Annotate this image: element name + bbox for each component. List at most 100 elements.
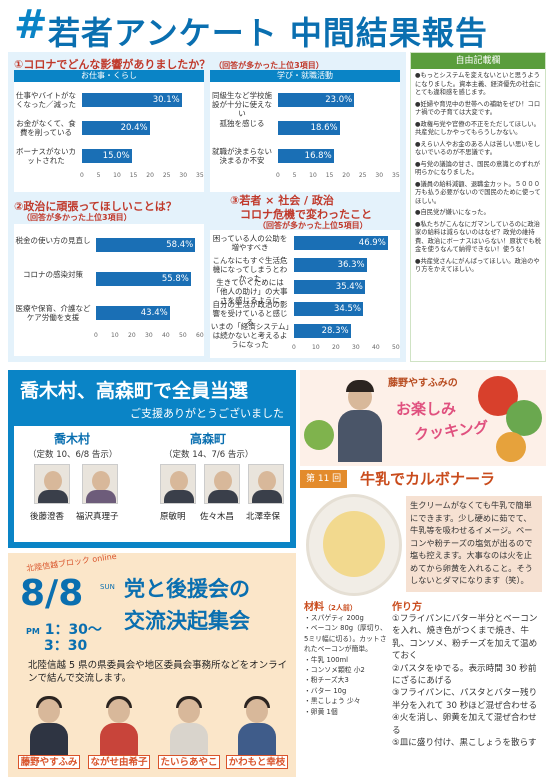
free-comment: ●与党の議論の甘さ、国民の意識とのずれが明らかになりました。	[415, 160, 541, 177]
bar-label: コロナの感染対策	[23, 270, 83, 279]
episode-title: 牛乳でカルボナーラ	[360, 470, 496, 488]
axis-tick-label: 25	[162, 172, 171, 179]
person-name: 後藤澄香	[30, 512, 65, 522]
q3-title: ③若者 × 社会 / 政治	[230, 194, 334, 207]
candidate: 藤野やすふみ	[18, 693, 80, 773]
axis-tick-label: 15	[325, 172, 334, 179]
q2-title: ②政治に頑張ってほしいことは？	[14, 200, 177, 213]
bar-label: 自分の生活が政治の影響を受けていると感じる	[212, 300, 288, 327]
person-name: 福沢真理子	[76, 512, 119, 522]
chart-row: 自分の生活が政治の影響を受けていると感じる 34.5%	[210, 298, 400, 327]
election-panel: 喬木村、高森町で全員当選 ご支援ありがとうございました 喬木村 （定数 10、6…	[8, 370, 296, 548]
axis-tick-label: 10	[309, 172, 317, 179]
bar: 34.5%	[294, 302, 363, 316]
candidate-name: 藤野やすふみ	[18, 755, 80, 769]
vegetable-illustration	[506, 400, 542, 436]
chart-row: いまの「経済システム」は続かないと考えるようになった 28.3%	[210, 320, 400, 349]
rally-panel: 北陸信越ブロック online 8/8 SUN PM 1：30～ 3：30 党と…	[8, 552, 296, 777]
election-title: 喬木村、高森町で全員当選	[20, 380, 249, 402]
avatar	[204, 464, 240, 504]
free-comment: ●政権与党や官僚の不正をただしてほしい。共産党にしかやってもらうしかない。	[415, 120, 540, 137]
axis-tick-label: 50	[392, 344, 400, 351]
axis-tick-label: 30	[179, 172, 188, 179]
axis-tick-label: 25	[358, 172, 367, 179]
bar-label: こんなにもすぐ生活危機になってしまうとわかった	[212, 256, 288, 283]
free-comment: ●もっとシステムを変えないといと思うようになりました。資本主義、経済優先の社会に…	[415, 72, 541, 96]
axis-tick-label: 40	[372, 344, 380, 351]
q2-sub: （回答が多かった上位3項目）	[22, 213, 132, 222]
cooking-series-title2: クッキング	[413, 418, 490, 444]
episode-header: 第 11 回 牛乳でカルボナーラ	[300, 470, 546, 488]
person-name: 北澤幸保	[246, 512, 281, 522]
vegetable-illustration	[496, 432, 526, 462]
hash-mark: #	[14, 2, 48, 48]
axis-tick-label: 0	[80, 172, 84, 179]
cooking-column: 藤野やすふみの お楽しみ クッキング 第 11 回 牛乳でカルボナーラ 生クリー…	[300, 370, 546, 777]
q1-left-chart: お仕事・くらし 仕事やバイトがなくなった／減った 30.1% お金がなくて、食費を削…	[14, 70, 204, 192]
chart-row: 医療や保育、介護などケア労働を支援 43.4%	[14, 296, 204, 330]
ingredient-item: ・黒こしょう 少々	[304, 697, 361, 706]
axis-tick-label: 0	[276, 172, 280, 179]
bar-label: 医療や保育、介護などケア労働を支援	[15, 304, 91, 322]
free-comment: ●妊婦や育児中の世帯への補助をぜひ！コロナ禍での子育ては大変です。	[415, 100, 541, 117]
bar-label: 生きていくためには「他人の助け」の大事さを感じるように	[212, 278, 288, 305]
axis-tick-label: 20	[128, 332, 136, 339]
bar: 55.8%	[96, 272, 191, 286]
dish-photo	[306, 494, 402, 596]
axis-tick-label: 10	[111, 332, 119, 339]
episode-label: 第 11 回	[300, 470, 348, 488]
rally-day: SUN	[100, 583, 115, 591]
chart-row: 孤独を感じる 18.6%	[210, 114, 400, 142]
bar: 20.4%	[82, 121, 150, 135]
step-item: ⑤皿に盛り付け、黒こしょうを散らす	[392, 738, 537, 749]
avatar	[160, 464, 196, 504]
vegetable-illustration	[304, 420, 334, 450]
cooking-series-title: お楽しみ	[396, 400, 457, 418]
ingredients-head: 材料（2人前）	[304, 602, 357, 613]
avatar	[34, 464, 70, 504]
survey-panel: ①コロナでどんな影響がありましたか？ （回答が多かった上位3項目） お仕事・くら…	[8, 52, 406, 362]
village-info: （定数 10、6/8 告示）	[28, 450, 118, 460]
page-header: # 若者アンケート 中間結果報告	[0, 0, 550, 52]
bar-label: 仕事やバイトがなくなった／減った	[16, 91, 76, 109]
bar-label: お金がなくて、食費を削っている	[16, 119, 76, 137]
axis-tick-label: 0	[292, 344, 296, 351]
chart-row: お金がなくて、食費を削っている 20.4%	[14, 114, 204, 142]
chef-photo	[334, 378, 386, 462]
chart-row: 税金の使い方の見直し 58.4%	[14, 228, 204, 262]
bar: 43.4%	[96, 306, 170, 320]
bar: 15.0%	[82, 149, 132, 163]
axis-tick-label: 5	[96, 172, 101, 179]
axis-tick-label: 50	[179, 332, 187, 339]
axis-tick-label: 0	[94, 332, 98, 339]
axis-tick-label: 20	[342, 172, 350, 179]
axis-tick-label: 60	[196, 332, 204, 339]
bar: 35.4%	[294, 280, 365, 294]
chart-row: 同級生など学校施設が十分に使えない 23.0%	[210, 86, 400, 118]
bar-label: ボーナスがないカットされた	[16, 147, 76, 165]
candidate-photo	[236, 693, 278, 755]
q1-right-head: 学び・就職活動	[210, 70, 400, 82]
steps-head: 作り方	[392, 602, 422, 613]
step-item: ④火を消し、卵黄を加えて混ぜ合わせる	[392, 713, 537, 736]
axis-tick-label: 30	[352, 344, 360, 351]
page-title: 若者アンケート 中間結果報告	[48, 14, 488, 52]
candidate: かわもと幸枝	[226, 693, 288, 773]
rally-time: PM 1：30～ 3：30	[26, 622, 102, 654]
bar: 23.0%	[278, 93, 355, 107]
ingredients: 材料（2人前） ・スパゲティ 200g ・ベーコン 80g（厚切り、5ミリ幅に切る…	[304, 598, 390, 717]
axis-tick-label: 35	[392, 172, 400, 179]
free-comment: ●自民党が嫌いになった。	[415, 209, 490, 216]
rally-date: 8/8	[20, 573, 84, 614]
bar-label: いまの「経済システム」は続かないと考えるようになった	[210, 322, 290, 349]
free-comment-panel: 自由記載欄 ●もっとシステムを変えないといと思うようになりました。資本主義、経済…	[410, 52, 546, 362]
free-comment-head: 自由記載欄	[411, 53, 545, 69]
candidate: ながせ由希子	[88, 693, 150, 773]
axis-tick-label: 30	[145, 332, 153, 339]
bar: 58.4%	[96, 238, 196, 252]
step-item: ②パスタをゆでる。表示時間 30 秒前にざるにあげる	[392, 663, 537, 687]
ingredient-item: ・バター 10g	[304, 686, 347, 695]
axis-tick-label: 35	[196, 172, 204, 179]
election-results: 喬木村 （定数 10、6/8 告示） 高森町 （定数 14、7/6 告示） 後藤…	[14, 426, 290, 542]
axis-tick-label: 30	[375, 172, 384, 179]
